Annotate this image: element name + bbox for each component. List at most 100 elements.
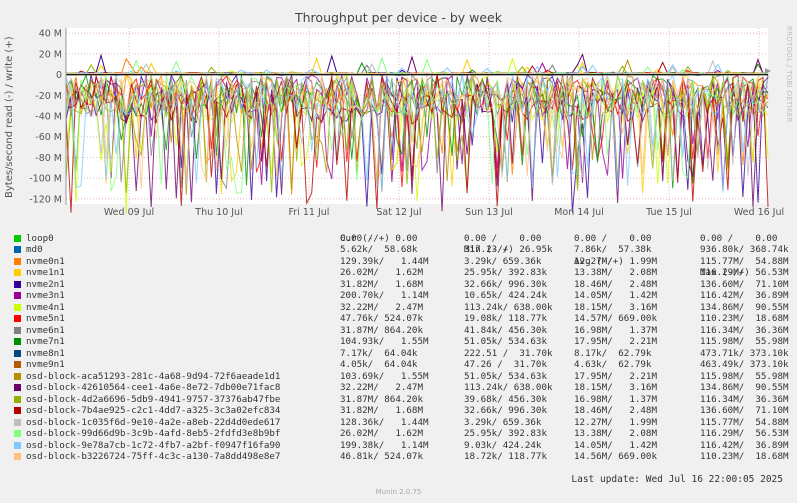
legend-min: 25.95k/ 392.83k — [464, 267, 547, 278]
legend-max: 116.29M/ 56.53M — [700, 267, 789, 278]
x-tick-label: Sat 12 Jul — [376, 207, 421, 218]
col-max: Max (-/+) — [700, 267, 750, 278]
legend-swatch — [14, 441, 21, 449]
legend-row: nvme2n1 31.82M/ 1.68M 32.66k/ 996.30k 18.46… — [12, 279, 790, 291]
legend-min: 51.05k/ 534.63k — [464, 336, 547, 347]
legend-max: 115.98M/ 55.98M — [700, 336, 789, 347]
legend-max: 116.42M/ 36.89M — [700, 290, 789, 301]
legend-swatch — [14, 338, 21, 345]
legend-swatch — [14, 315, 21, 322]
legend-swatch — [14, 292, 21, 299]
legend-min: 32.66k/ 996.30k — [464, 405, 547, 416]
legend-swatch — [14, 303, 21, 311]
legend-series-name: osd-block-7b4ae925-c2c1-4dd7-a325-3c3a02… — [26, 405, 281, 416]
legend-swatch — [14, 246, 21, 253]
legend-swatch — [14, 418, 21, 426]
legend-row: md0 5.62k/ 58.68k 317.23 / 26.95k 7.86k/ 57… — [12, 244, 790, 256]
legend-max: 115.98M/ 55.98M — [700, 370, 789, 382]
legend-max: 110.23M/ 18.68M — [700, 451, 789, 462]
legend-cur: 26.02M/ 1.62M — [340, 267, 423, 278]
legend-row: nvme0n1 129.39k/ 1.44M 3.29k/ 659.36k 12.27… — [12, 256, 790, 268]
y-tick-label: -40 M — [35, 112, 62, 123]
legend-max: 116.42M/ 36.89M — [700, 439, 789, 451]
legend-cur: 31.87M/ 864.20k — [340, 324, 423, 336]
legend-row: osd-block-b3226724-75ff-4c3c-a130-7a8dd4… — [12, 451, 790, 463]
legend-cur: 128.36k/ 1.44M — [340, 416, 429, 428]
y-tick-label: -60 M — [35, 132, 62, 143]
legend-series-name: nvme1n1 — [26, 267, 65, 278]
legend-row: nvme4n1 32.22M/ 2.47M 113.24k/ 638.00k 18.1… — [12, 302, 790, 314]
legend-row: nvme6n1 31.87M/ 864.20k 41.84k/ 456.30k 16.… — [12, 325, 790, 337]
legend-max: 473.71k/ 373.10k — [700, 347, 789, 359]
legend-row: osd-block-aca51293-281c-4a68-9d94-72f6ae… — [12, 371, 790, 383]
legend-series-name: md0 — [26, 244, 43, 255]
legend-cur: 31.82M/ 1.68M — [340, 405, 423, 416]
legend-max: 116.29M/ 56.53M — [700, 428, 789, 439]
legend-series-name: nvme5n1 — [26, 313, 65, 324]
col-min: Min (-/+) — [464, 244, 514, 255]
legend-series-name: nvme7n1 — [26, 336, 65, 347]
legend-cur: 31.82M/ 1.68M — [340, 278, 423, 290]
legend-min: 41.84k/ 456.30k — [464, 324, 547, 336]
legend-avg: 18.46M/ 2.48M — [574, 278, 657, 290]
legend-swatch — [14, 453, 21, 460]
legend-swatch — [14, 395, 21, 403]
legend-series-name: osd-block-1c035f6d-9e10-4a2e-a8eb-22d4d0… — [26, 416, 281, 428]
legend-min: 10.65k/ 424.24k — [464, 290, 547, 301]
legend-cur: 26.02M/ 1.62M — [340, 428, 423, 439]
legend-avg: 17.95M/ 2.21M — [574, 336, 657, 347]
legend-max: 134.86M/ 90.55M — [700, 301, 789, 313]
legend-avg: 12.27M/ 1.99M — [574, 255, 657, 267]
legend-series-name: nvme8n1 — [26, 347, 65, 359]
munin-version: Munin 2.0.75 — [375, 488, 422, 496]
legend-max: 0.00 / 0.00 — [700, 232, 778, 244]
legend-min: 3.29k/ 659.36k — [464, 416, 542, 428]
legend-series-name: osd-block-9e78a7cb-1c72-4fb7-a2bf-f0947f… — [26, 439, 281, 451]
legend-max: 116.34M/ 36.36M — [700, 393, 789, 405]
x-tick-label: Tue 15 Jul — [645, 207, 692, 218]
legend-avg: 0.00 / 0.00 — [574, 232, 652, 244]
y-tick-label: 40 M — [39, 29, 62, 40]
legend-max: 136.60M/ 71.10M — [700, 278, 789, 290]
legend-series-name: nvme4n1 — [26, 301, 65, 313]
legend-series-name: osd-block-aca51293-281c-4a68-9d94-72f6ae… — [26, 370, 281, 382]
legend-swatch — [14, 280, 21, 288]
legend-min: 113.24k/ 638.00k — [464, 301, 553, 313]
legend-avg: 18.46M/ 2.48M — [574, 405, 657, 416]
legend-max: 110.23M/ 18.68M — [700, 313, 789, 324]
legend-series-name: osd-block-b3226724-75ff-4c3c-a130-7a8dd4… — [26, 451, 281, 462]
series-read-line — [65, 73, 769, 194]
y-tick-label: -80 M — [35, 153, 62, 164]
series-read-line — [65, 74, 769, 189]
legend-min: 9.03k/ 424.24k — [464, 439, 542, 451]
legend-series-name: osd-block-42610564-cee1-4a6e-8e72-7db00e… — [26, 382, 281, 393]
legend-swatch — [14, 372, 21, 380]
x-tick-label: Fri 11 Jul — [289, 207, 330, 218]
legend-swatch — [14, 361, 21, 368]
legend-series-name: nvme2n1 — [26, 278, 65, 290]
legend-avg: 14.56M/ 669.00k — [574, 451, 657, 462]
legend-avg: 7.86k/ 57.38k — [574, 244, 652, 255]
legend-avg: 14.05M/ 1.42M — [574, 290, 657, 301]
legend-avg: 4.63k/ 62.79k — [574, 359, 652, 370]
legend-min: 47.26 / 31.70k — [464, 359, 547, 370]
y-tick-label: -20 M — [35, 91, 62, 102]
legend-min: 222.51 / 31.70k — [464, 347, 553, 359]
legend-row: osd-block-4d2a6696-5db9-4941-9757-37376a… — [12, 394, 790, 406]
legend-row: osd-block-1c035f6d-9e10-4a2e-a8eb-22d4d0… — [12, 417, 790, 429]
legend-min: 0.00 / 0.00 — [464, 232, 542, 244]
legend-cur: 4.05k/ 64.04k — [340, 359, 418, 370]
legend-min: 32.66k/ 996.30k — [464, 278, 547, 290]
series-write-line — [65, 71, 769, 76]
legend-avg: 16.98M/ 1.37M — [574, 393, 657, 405]
legend-cur: 103.69k/ 1.55M — [340, 370, 429, 382]
legend-cur: 200.70k/ 1.14M — [340, 290, 429, 301]
legend-swatch — [14, 257, 21, 265]
last-update: Last update: Wed Jul 16 22:00:05 2025 — [571, 474, 783, 485]
legend-min: 39.68k/ 456.30k — [464, 393, 547, 405]
legend-avg: 16.98M/ 1.37M — [574, 324, 657, 336]
legend-row: nvme5n1 47.76k/ 524.07k 19.08k/ 118.77k 14.… — [12, 313, 790, 325]
legend-min: 51.05k/ 534.63k — [464, 370, 547, 382]
y-tick-label: -120 M — [29, 194, 62, 205]
legend-max: 115.77M/ 54.88M — [700, 416, 789, 428]
